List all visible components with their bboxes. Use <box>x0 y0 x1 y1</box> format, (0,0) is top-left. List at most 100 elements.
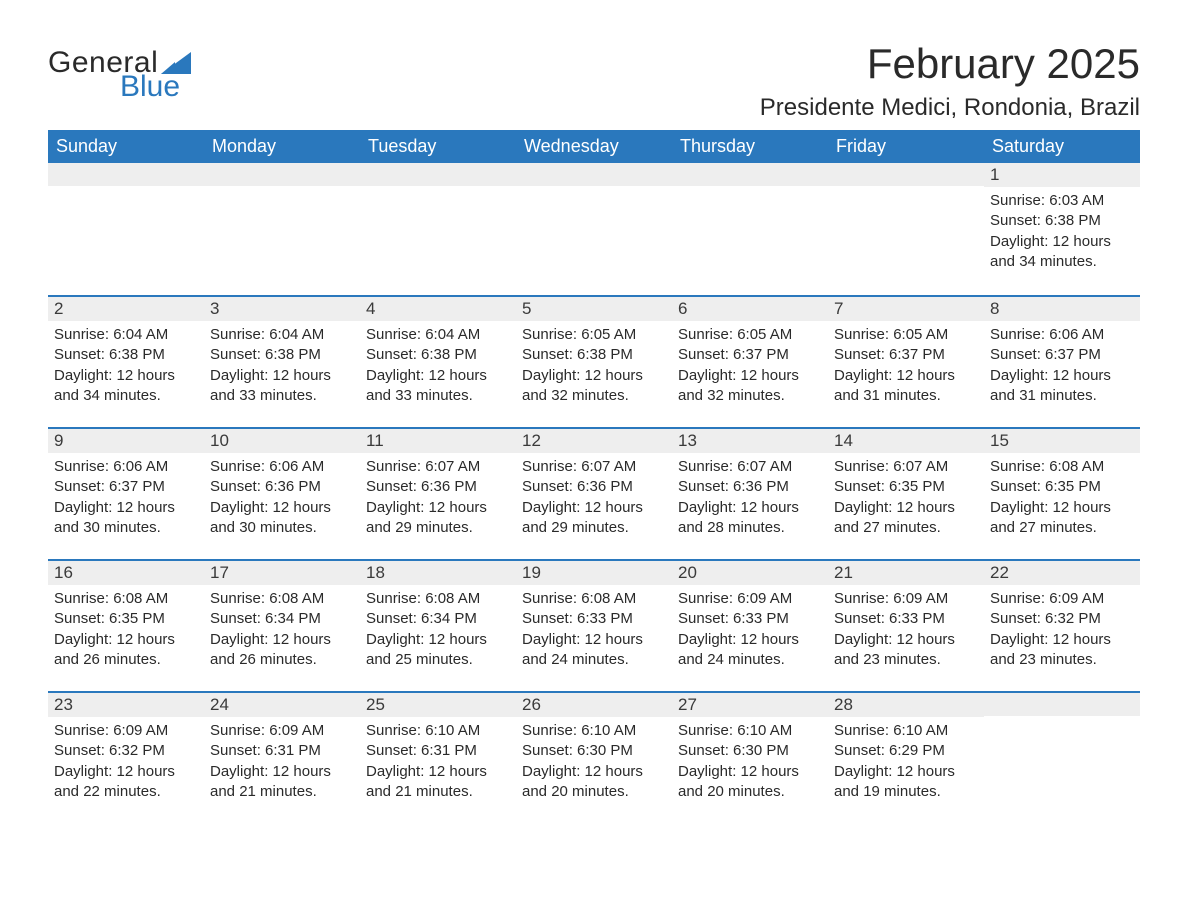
calendar-cell: 26Sunrise: 6:10 AMSunset: 6:30 PMDayligh… <box>516 693 672 821</box>
cell-sunset: Sunset: 6:31 PM <box>210 741 354 761</box>
empty-daynum <box>516 163 672 186</box>
cell-body: Sunrise: 6:07 AMSunset: 6:36 PMDaylight:… <box>366 453 510 538</box>
cell-dl2: and 23 minutes. <box>990 650 1134 670</box>
cell-dl1: Daylight: 12 hours <box>210 762 354 782</box>
cell-sunset: Sunset: 6:34 PM <box>210 609 354 629</box>
cell-sunset: Sunset: 6:35 PM <box>990 477 1134 497</box>
calendar-cell <box>516 163 672 293</box>
cell-dl1: Daylight: 12 hours <box>54 498 198 518</box>
cell-dl2: and 29 minutes. <box>366 518 510 538</box>
cell-body: Sunrise: 6:08 AMSunset: 6:35 PMDaylight:… <box>54 585 198 670</box>
cell-dl1: Daylight: 12 hours <box>366 498 510 518</box>
day-number: 4 <box>360 297 516 321</box>
day-number: 8 <box>984 297 1140 321</box>
cell-dl1: Daylight: 12 hours <box>678 630 822 650</box>
calendar-cell: 15Sunrise: 6:08 AMSunset: 6:35 PMDayligh… <box>984 429 1140 557</box>
cell-body: Sunrise: 6:05 AMSunset: 6:37 PMDaylight:… <box>678 321 822 406</box>
calendar-cell: 21Sunrise: 6:09 AMSunset: 6:33 PMDayligh… <box>828 561 984 689</box>
cell-dl1: Daylight: 12 hours <box>990 366 1134 386</box>
calendar-cell: 27Sunrise: 6:10 AMSunset: 6:30 PMDayligh… <box>672 693 828 821</box>
cell-body: Sunrise: 6:09 AMSunset: 6:31 PMDaylight:… <box>210 717 354 802</box>
day-number: 18 <box>360 561 516 585</box>
cell-body: Sunrise: 6:10 AMSunset: 6:30 PMDaylight:… <box>678 717 822 802</box>
week-row: 16Sunrise: 6:08 AMSunset: 6:35 PMDayligh… <box>48 559 1140 689</box>
calendar-cell: 14Sunrise: 6:07 AMSunset: 6:35 PMDayligh… <box>828 429 984 557</box>
calendar-cell: 6Sunrise: 6:05 AMSunset: 6:37 PMDaylight… <box>672 297 828 425</box>
calendar-cell: 25Sunrise: 6:10 AMSunset: 6:31 PMDayligh… <box>360 693 516 821</box>
dayname-wednesday: Wednesday <box>516 130 672 163</box>
cell-sunset: Sunset: 6:38 PM <box>366 345 510 365</box>
cell-body: Sunrise: 6:10 AMSunset: 6:31 PMDaylight:… <box>366 717 510 802</box>
cell-body: Sunrise: 6:05 AMSunset: 6:38 PMDaylight:… <box>522 321 666 406</box>
day-number: 24 <box>204 693 360 717</box>
cell-sunset: Sunset: 6:35 PM <box>834 477 978 497</box>
cell-sunset: Sunset: 6:37 PM <box>990 345 1134 365</box>
cell-sunset: Sunset: 6:30 PM <box>522 741 666 761</box>
cell-dl1: Daylight: 12 hours <box>54 366 198 386</box>
cell-sunset: Sunset: 6:37 PM <box>54 477 198 497</box>
cell-sunset: Sunset: 6:31 PM <box>366 741 510 761</box>
cell-dl2: and 33 minutes. <box>210 386 354 406</box>
cell-dl2: and 25 minutes. <box>366 650 510 670</box>
cell-dl2: and 34 minutes. <box>990 252 1134 272</box>
cell-body: Sunrise: 6:04 AMSunset: 6:38 PMDaylight:… <box>366 321 510 406</box>
cell-sunrise: Sunrise: 6:07 AM <box>834 457 978 477</box>
cell-body: Sunrise: 6:05 AMSunset: 6:37 PMDaylight:… <box>834 321 978 406</box>
calendar-cell <box>672 163 828 293</box>
cell-sunrise: Sunrise: 6:08 AM <box>990 457 1134 477</box>
day-number: 21 <box>828 561 984 585</box>
calendar-cell: 7Sunrise: 6:05 AMSunset: 6:37 PMDaylight… <box>828 297 984 425</box>
cell-sunrise: Sunrise: 6:09 AM <box>678 589 822 609</box>
day-number: 26 <box>516 693 672 717</box>
cell-sunset: Sunset: 6:32 PM <box>990 609 1134 629</box>
cell-sunset: Sunset: 6:33 PM <box>834 609 978 629</box>
cell-sunset: Sunset: 6:36 PM <box>678 477 822 497</box>
cell-body: Sunrise: 6:07 AMSunset: 6:36 PMDaylight:… <box>678 453 822 538</box>
calendar-cell: 28Sunrise: 6:10 AMSunset: 6:29 PMDayligh… <box>828 693 984 821</box>
cell-sunset: Sunset: 6:37 PM <box>834 345 978 365</box>
day-number: 1 <box>984 163 1140 187</box>
empty-daynum <box>204 163 360 186</box>
calendar-cell: 8Sunrise: 6:06 AMSunset: 6:37 PMDaylight… <box>984 297 1140 425</box>
cell-sunset: Sunset: 6:29 PM <box>834 741 978 761</box>
cell-sunset: Sunset: 6:35 PM <box>54 609 198 629</box>
day-number: 28 <box>828 693 984 717</box>
empty-daynum <box>360 163 516 186</box>
cell-sunrise: Sunrise: 6:07 AM <box>522 457 666 477</box>
cell-sunset: Sunset: 6:38 PM <box>54 345 198 365</box>
cell-body: Sunrise: 6:09 AMSunset: 6:32 PMDaylight:… <box>54 717 198 802</box>
cell-body: Sunrise: 6:07 AMSunset: 6:35 PMDaylight:… <box>834 453 978 538</box>
cell-dl1: Daylight: 12 hours <box>834 498 978 518</box>
cell-body: Sunrise: 6:09 AMSunset: 6:33 PMDaylight:… <box>834 585 978 670</box>
calendar-cell: 3Sunrise: 6:04 AMSunset: 6:38 PMDaylight… <box>204 297 360 425</box>
cell-dl1: Daylight: 12 hours <box>54 762 198 782</box>
cell-sunset: Sunset: 6:36 PM <box>522 477 666 497</box>
day-number: 7 <box>828 297 984 321</box>
cell-sunset: Sunset: 6:32 PM <box>54 741 198 761</box>
calendar-cell: 9Sunrise: 6:06 AMSunset: 6:37 PMDaylight… <box>48 429 204 557</box>
cell-dl1: Daylight: 12 hours <box>522 762 666 782</box>
calendar-cell: 23Sunrise: 6:09 AMSunset: 6:32 PMDayligh… <box>48 693 204 821</box>
cell-body: Sunrise: 6:06 AMSunset: 6:37 PMDaylight:… <box>990 321 1134 406</box>
cell-sunrise: Sunrise: 6:07 AM <box>366 457 510 477</box>
cell-body: Sunrise: 6:07 AMSunset: 6:36 PMDaylight:… <box>522 453 666 538</box>
cell-sunrise: Sunrise: 6:10 AM <box>678 721 822 741</box>
cell-dl2: and 20 minutes. <box>678 782 822 802</box>
cell-sunrise: Sunrise: 6:10 AM <box>366 721 510 741</box>
cell-dl1: Daylight: 12 hours <box>522 366 666 386</box>
day-number: 13 <box>672 429 828 453</box>
cell-sunset: Sunset: 6:38 PM <box>990 211 1134 231</box>
cell-sunrise: Sunrise: 6:04 AM <box>54 325 198 345</box>
cell-sunrise: Sunrise: 6:08 AM <box>210 589 354 609</box>
cell-dl1: Daylight: 12 hours <box>210 498 354 518</box>
week-row: 1Sunrise: 6:03 AMSunset: 6:38 PMDaylight… <box>48 163 1140 293</box>
day-number: 14 <box>828 429 984 453</box>
cell-dl1: Daylight: 12 hours <box>990 498 1134 518</box>
dayname-monday: Monday <box>204 130 360 163</box>
empty-daynum <box>984 693 1140 716</box>
cell-dl1: Daylight: 12 hours <box>834 366 978 386</box>
cell-dl1: Daylight: 12 hours <box>210 366 354 386</box>
cell-dl2: and 21 minutes. <box>366 782 510 802</box>
day-number: 22 <box>984 561 1140 585</box>
cell-sunrise: Sunrise: 6:08 AM <box>522 589 666 609</box>
